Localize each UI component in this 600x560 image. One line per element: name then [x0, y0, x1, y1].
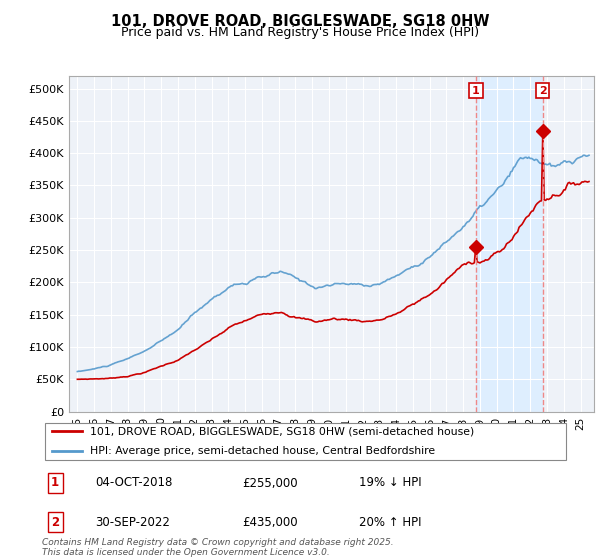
Text: 30-SEP-2022: 30-SEP-2022: [95, 516, 170, 529]
Text: 101, DROVE ROAD, BIGGLESWADE, SG18 0HW: 101, DROVE ROAD, BIGGLESWADE, SG18 0HW: [111, 14, 489, 29]
Text: 101, DROVE ROAD, BIGGLESWADE, SG18 0HW (semi-detached house): 101, DROVE ROAD, BIGGLESWADE, SG18 0HW (…: [89, 426, 474, 436]
Text: Price paid vs. HM Land Registry's House Price Index (HPI): Price paid vs. HM Land Registry's House …: [121, 26, 479, 39]
Text: HPI: Average price, semi-detached house, Central Bedfordshire: HPI: Average price, semi-detached house,…: [89, 446, 434, 456]
Text: 1: 1: [472, 86, 480, 96]
Text: £435,000: £435,000: [242, 516, 298, 529]
Text: 2: 2: [51, 516, 59, 529]
Text: £255,000: £255,000: [242, 477, 298, 489]
FancyBboxPatch shape: [44, 423, 566, 460]
Bar: [476, 76, 543, 412]
Text: 1: 1: [51, 477, 59, 489]
Text: 20% ↑ HPI: 20% ↑ HPI: [359, 516, 421, 529]
Text: 19% ↓ HPI: 19% ↓ HPI: [359, 477, 421, 489]
Text: Contains HM Land Registry data © Crown copyright and database right 2025.
This d: Contains HM Land Registry data © Crown c…: [42, 538, 394, 557]
Text: 2: 2: [539, 86, 547, 96]
Text: 04-OCT-2018: 04-OCT-2018: [95, 477, 172, 489]
